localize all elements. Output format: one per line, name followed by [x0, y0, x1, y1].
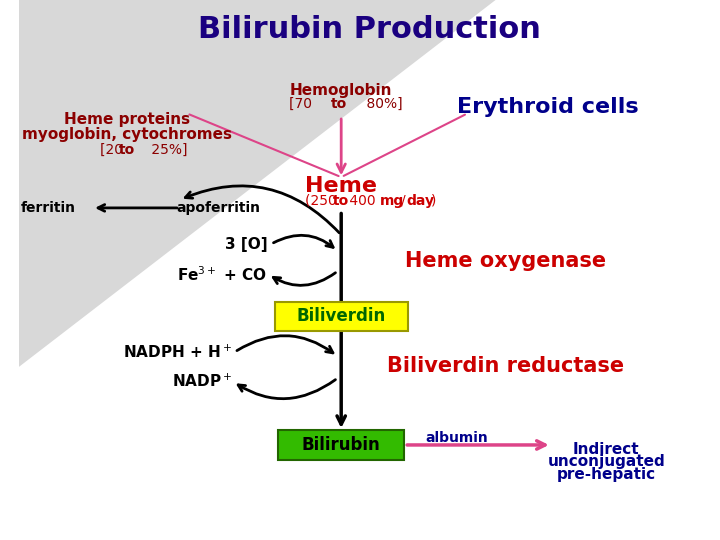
Text: 400: 400: [345, 194, 379, 208]
Text: Heme: Heme: [305, 176, 377, 196]
Text: albumin: albumin: [426, 431, 488, 446]
FancyBboxPatch shape: [274, 302, 408, 331]
Polygon shape: [19, 0, 495, 367]
Text: mg: mg: [379, 194, 404, 208]
Text: to: to: [331, 97, 347, 111]
FancyBboxPatch shape: [278, 430, 405, 460]
Text: Biliverdin reductase: Biliverdin reductase: [387, 356, 625, 376]
Text: Bilirubin Production: Bilirubin Production: [198, 15, 541, 44]
Text: [20: [20: [100, 143, 127, 157]
Text: unconjugated: unconjugated: [547, 454, 665, 469]
Text: 80%]: 80%]: [362, 97, 403, 111]
Text: /: /: [401, 194, 405, 208]
Text: pre-hepatic: pre-hepatic: [557, 467, 656, 482]
Text: Erythroid cells: Erythroid cells: [457, 97, 639, 117]
Text: Heme oxygenase: Heme oxygenase: [405, 251, 607, 271]
Text: NADPH + H$^+$: NADPH + H$^+$: [123, 343, 233, 361]
Text: Fe$^{3+}$ + CO: Fe$^{3+}$ + CO: [177, 265, 268, 284]
Text: NADP$^+$: NADP$^+$: [172, 373, 233, 390]
Text: to: to: [333, 194, 349, 208]
Text: Biliverdin: Biliverdin: [297, 307, 386, 326]
Text: 25%]: 25%]: [147, 143, 187, 157]
Text: apoferritin: apoferritin: [176, 201, 261, 215]
Text: ferritin: ferritin: [21, 201, 76, 215]
Text: to: to: [119, 143, 135, 157]
Text: Bilirubin: Bilirubin: [302, 436, 381, 454]
Text: ): ): [431, 194, 436, 208]
Text: Indirect: Indirect: [573, 442, 639, 457]
Text: Hemoglobin: Hemoglobin: [290, 83, 392, 98]
Text: Heme proteins: Heme proteins: [64, 112, 190, 127]
Text: myoglobin, cytochromes: myoglobin, cytochromes: [22, 127, 233, 143]
Text: (250: (250: [305, 194, 341, 208]
Text: day: day: [406, 194, 434, 208]
Text: 3 [O]: 3 [O]: [225, 237, 268, 252]
Text: [70: [70: [289, 97, 317, 111]
